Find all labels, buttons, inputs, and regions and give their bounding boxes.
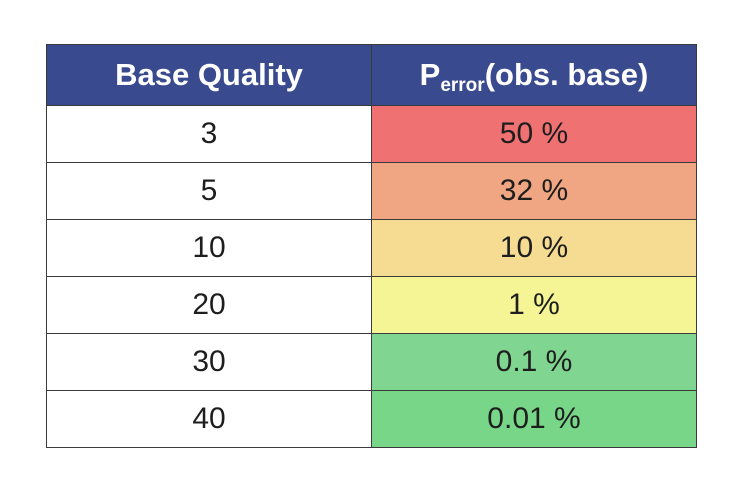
header-error-rest: (obs. base) xyxy=(484,57,649,92)
table-row: 5 32 % xyxy=(46,162,697,220)
error-cell: 10 % xyxy=(371,219,697,277)
table-row: 40 0.01 % xyxy=(46,390,697,448)
table-row: 3 50 % xyxy=(46,105,697,163)
quality-cell: 20 xyxy=(46,276,372,334)
header-base-quality: Base Quality xyxy=(46,44,372,106)
quality-cell: 40 xyxy=(46,390,372,448)
table-header-row: Base Quality Perror(obs. base) xyxy=(46,44,697,106)
quality-cell: 30 xyxy=(46,333,372,391)
table-row: 30 0.1 % xyxy=(46,333,697,391)
error-cell: 1 % xyxy=(371,276,697,334)
error-table-container: Base Quality Perror(obs. base) 3 50 % 5 … xyxy=(46,44,697,448)
quality-cell: 10 xyxy=(46,219,372,277)
header-error-probability: Perror(obs. base) xyxy=(371,44,697,106)
quality-cell: 5 xyxy=(46,162,372,220)
base-quality-error-table: Base Quality Perror(obs. base) 3 50 % 5 … xyxy=(46,44,697,448)
error-cell: 0.1 % xyxy=(371,333,697,391)
error-cell: 0.01 % xyxy=(371,390,697,448)
error-cell: 32 % xyxy=(371,162,697,220)
table-row: 10 10 % xyxy=(46,219,697,277)
header-error-main: P xyxy=(419,57,441,92)
quality-cell: 3 xyxy=(46,105,372,163)
error-cell: 50 % xyxy=(371,105,697,163)
header-error-subscript: error xyxy=(440,75,485,96)
table-row: 20 1 % xyxy=(46,276,697,334)
